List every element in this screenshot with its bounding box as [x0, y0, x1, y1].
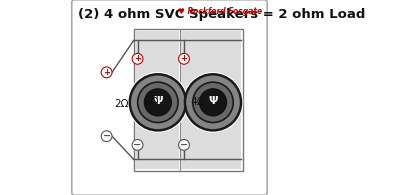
Text: Ψ: Ψ: [153, 96, 163, 106]
Text: +: +: [134, 54, 141, 63]
Text: −: −: [102, 131, 111, 141]
Circle shape: [178, 139, 190, 150]
Text: 2Ω: 2Ω: [114, 99, 129, 109]
Bar: [134, 29, 243, 171]
Circle shape: [200, 89, 226, 116]
Circle shape: [132, 53, 143, 64]
Circle shape: [101, 131, 112, 142]
Circle shape: [144, 89, 171, 116]
Text: −: −: [180, 140, 188, 150]
Text: 4Ω: 4Ω: [191, 97, 205, 107]
Circle shape: [178, 53, 190, 64]
Text: (2) 4 ohm SVC Speakers = 2 ohm Load: (2) 4 ohm SVC Speakers = 2 ohm Load: [78, 9, 365, 21]
Text: ♥ Rockford Fosgate: ♥ Rockford Fosgate: [178, 7, 262, 16]
Circle shape: [128, 72, 188, 133]
Circle shape: [130, 74, 186, 130]
FancyBboxPatch shape: [72, 0, 267, 195]
Text: +: +: [103, 68, 110, 77]
Circle shape: [183, 72, 243, 133]
Circle shape: [185, 74, 241, 130]
Text: Ψ: Ψ: [208, 96, 218, 106]
Circle shape: [101, 67, 112, 78]
Bar: [181, 31, 241, 169]
Bar: [135, 31, 179, 169]
Circle shape: [138, 82, 178, 122]
Circle shape: [193, 82, 233, 122]
Text: +: +: [180, 54, 188, 63]
Circle shape: [132, 139, 143, 150]
Text: −: −: [134, 140, 142, 150]
Text: 4Ω: 4Ω: [144, 97, 159, 107]
